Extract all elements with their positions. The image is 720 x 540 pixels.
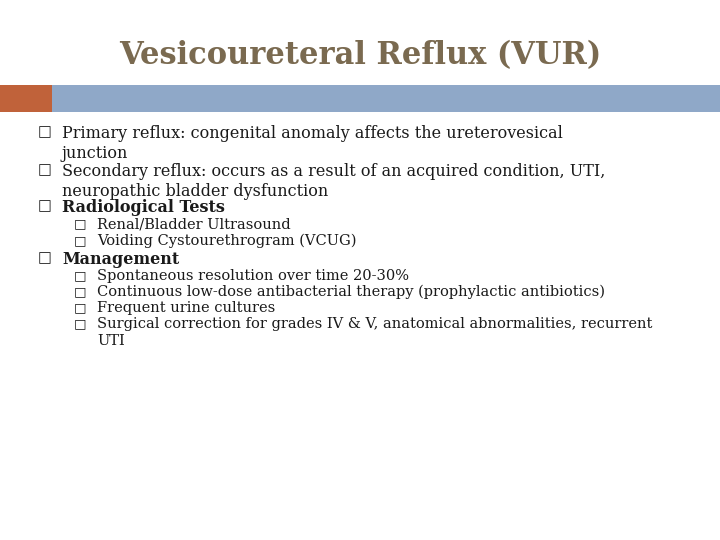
Text: □: □ [38, 199, 52, 213]
Text: Continuous low-dose antibacterial therapy (prophylactic antibiotics): Continuous low-dose antibacterial therap… [97, 285, 605, 299]
Text: Secondary reflux: occurs as a result of an acquired condition, UTI,
neuropathic : Secondary reflux: occurs as a result of … [62, 163, 606, 200]
Text: □: □ [74, 269, 86, 282]
Text: Primary reflux: congenital anomaly affects the ureterovesical
junction: Primary reflux: congenital anomaly affec… [62, 125, 563, 162]
Text: □: □ [74, 285, 86, 298]
Bar [52, 85, 720, 112]
Text: □: □ [74, 301, 86, 314]
Text: □: □ [38, 251, 52, 265]
Text: □: □ [74, 217, 86, 230]
Text: Frequent urine cultures: Frequent urine cultures [97, 301, 275, 315]
Text: □: □ [38, 163, 52, 177]
Text: □: □ [74, 234, 86, 247]
Text: Radiological Tests: Radiological Tests [62, 199, 225, 216]
Text: Spontaneous resolution over time 20-30%: Spontaneous resolution over time 20-30% [97, 269, 409, 283]
Text: Renal/Bladder Ultrasound: Renal/Bladder Ultrasound [97, 217, 291, 231]
Bar [0, 85, 52, 112]
Text: □: □ [74, 317, 86, 330]
Text: Vesicoureteral Reflux (VUR): Vesicoureteral Reflux (VUR) [119, 40, 601, 71]
Text: □: □ [38, 125, 52, 139]
Text: Management: Management [62, 251, 179, 268]
Text: Surgical correction for grades IV & V, anatomical abnormalities, recurrent
UTI: Surgical correction for grades IV & V, a… [97, 317, 652, 348]
Text: Voiding Cystourethrogram (VCUG): Voiding Cystourethrogram (VCUG) [97, 234, 356, 248]
